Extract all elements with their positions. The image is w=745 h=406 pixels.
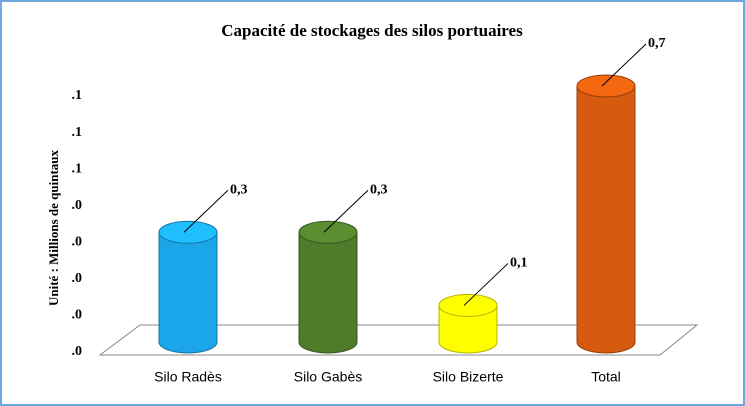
- y-tick-label: .0: [72, 344, 83, 359]
- bar: [298, 220, 358, 354]
- bar-top: [438, 293, 498, 317]
- value-label: 0,3: [230, 183, 248, 198]
- x-tick-label: Silo Bizerte: [433, 369, 504, 385]
- x-tick-label: Silo Gabès: [294, 369, 362, 385]
- y-tick-label: .0: [72, 308, 83, 323]
- floor: [98, 324, 699, 356]
- bar-body: [438, 304, 498, 354]
- bar: [158, 220, 218, 354]
- chart-title: Capacité de stockages des silos portuair…: [221, 21, 523, 40]
- bar: [576, 74, 636, 354]
- bar: [438, 293, 498, 354]
- bar-body: [158, 231, 218, 354]
- bar-body: [576, 85, 636, 354]
- value-label: 0,1: [510, 256, 528, 271]
- y-tick-label: .0: [72, 271, 83, 286]
- leader-line: [323, 189, 369, 233]
- y-axis-title: Unité : Millions de quintaux: [46, 149, 61, 306]
- x-tick-label: Silo Radès: [154, 369, 222, 385]
- bar-top: [576, 74, 636, 98]
- leader-line: [183, 189, 229, 233]
- y-tick-label: .0: [72, 235, 83, 250]
- bar-top: [158, 220, 218, 244]
- value-label: 0,7: [648, 36, 666, 51]
- y-tick-label: .1: [72, 88, 83, 103]
- y-tick-label: .1: [72, 161, 83, 176]
- bar-body: [298, 231, 358, 354]
- bar-top: [298, 220, 358, 244]
- x-tick-label: Total: [591, 369, 621, 385]
- leader-line: [463, 263, 509, 306]
- y-tick-label: .0: [72, 198, 83, 213]
- y-tick-label: .1: [72, 125, 83, 140]
- leader-line: [601, 43, 647, 87]
- value-label: 0,3: [370, 183, 388, 198]
